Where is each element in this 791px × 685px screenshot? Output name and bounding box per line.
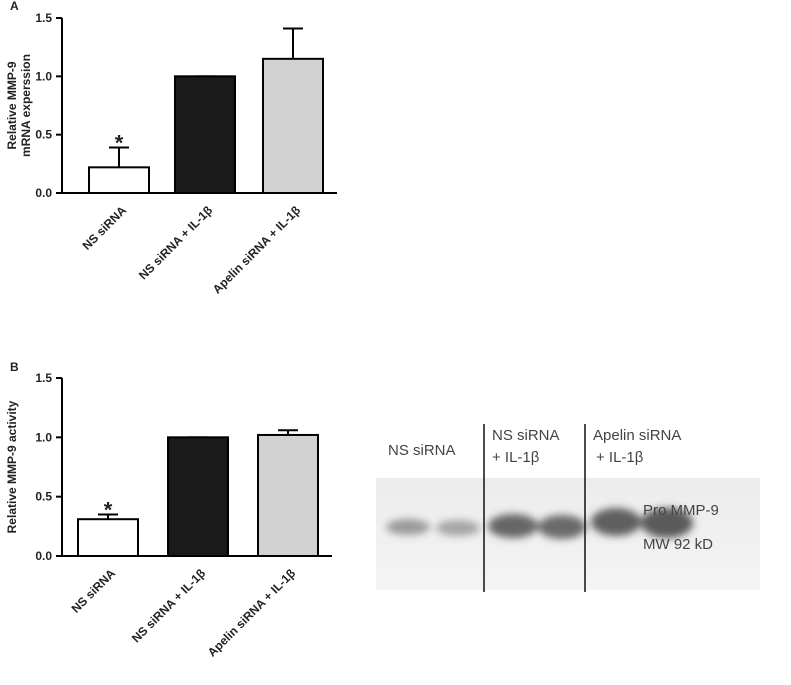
y-tick-label: 0.5: [35, 490, 52, 504]
x-tick-label: Apelin siRNA + IL-1β: [210, 203, 303, 296]
annotation: *: [104, 497, 113, 522]
y-axis-label: Relative MMP-9 activity: [5, 400, 19, 533]
x-tick-label: Apelin siRNA + IL-1β: [205, 566, 298, 659]
y-axis-label: mRNA experssion: [19, 54, 33, 157]
bar: [257, 433, 319, 557]
gel-group-label: NS siRNA: [492, 427, 560, 444]
y-tick-label: 1.0: [35, 69, 52, 83]
gel-group-label: Apelin siRNA: [593, 427, 681, 444]
y-tick-label: 0.0: [35, 186, 52, 200]
x-tick-label: NS siRNA: [80, 203, 130, 253]
panel-label: A: [10, 0, 19, 13]
bar: [77, 518, 139, 557]
panel-label: B: [10, 360, 19, 374]
x-tick-label: NS siRNA + IL-1β: [136, 203, 215, 282]
bar: [174, 75, 236, 194]
gel-group-label: NS siRNA: [388, 442, 456, 459]
y-tick-label: 1.0: [35, 430, 52, 444]
y-tick-label: 1.5: [35, 371, 52, 385]
y-tick-label: 0.0: [35, 549, 52, 563]
y-tick-label: 0.5: [35, 128, 52, 142]
y-axis-label: Relative MMP-9: [5, 61, 19, 149]
gel-bands: [386, 508, 693, 539]
band-label: MW 92 kD: [643, 536, 713, 553]
bar: [88, 166, 150, 194]
band-label: Pro MMP-9: [643, 502, 719, 519]
gel-group-label: + IL-1β: [492, 449, 540, 466]
gel-group-label: + IL-1β: [596, 449, 644, 466]
annotation: *: [115, 131, 124, 156]
bar: [262, 57, 324, 195]
bar: [167, 436, 229, 558]
x-tick-label: NS siRNA + IL-1β: [129, 566, 208, 645]
y-tick-label: 1.5: [35, 11, 52, 25]
x-tick-label: NS siRNA: [69, 566, 119, 616]
